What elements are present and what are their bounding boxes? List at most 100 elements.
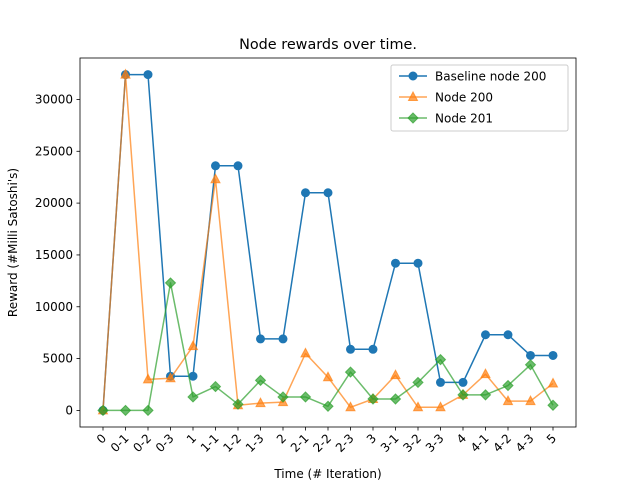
y-tick-label: 5000 <box>42 352 73 366</box>
data-point <box>120 68 131 79</box>
data-point <box>435 401 446 412</box>
data-point <box>322 371 334 382</box>
data-point <box>391 258 400 268</box>
data-point <box>480 368 491 379</box>
data-point <box>346 344 355 354</box>
x-tick-label: 2 <box>274 431 289 446</box>
data-point <box>142 373 154 384</box>
y-tick-label: 20000 <box>35 196 73 210</box>
data-point <box>211 161 220 171</box>
data-point <box>233 161 243 171</box>
data-point <box>299 391 312 403</box>
data-point <box>210 173 221 184</box>
data-point <box>322 400 334 412</box>
x-tick-label: 4-2 <box>490 431 514 455</box>
legend-label: Baseline node 200 <box>435 70 546 84</box>
legend-label: Node 200 <box>435 91 493 105</box>
data-point <box>187 391 199 403</box>
legend-marker <box>407 112 419 124</box>
data-point <box>368 344 378 354</box>
data-point <box>413 258 423 268</box>
x-tick-label: 3-3 <box>423 431 447 455</box>
data-point <box>390 369 401 380</box>
data-point <box>301 188 310 198</box>
chart-title: Node rewards over time. <box>239 37 417 53</box>
data-point <box>412 401 424 412</box>
x-tick-label: 1 <box>184 431 199 446</box>
data-point <box>344 366 357 378</box>
x-tick-label: 2-2 <box>310 431 334 455</box>
x-tick-label: 4-3 <box>513 431 537 455</box>
legend-marker <box>407 90 419 101</box>
y-tick-label: 10000 <box>35 300 73 314</box>
x-tick-label: 1-2 <box>220 431 244 455</box>
data-point <box>458 377 468 387</box>
x-tick-label: 0-3 <box>153 431 177 455</box>
y-tick-label: 0 <box>65 403 73 417</box>
data-point <box>502 395 514 406</box>
data-point <box>143 70 153 80</box>
data-point <box>345 401 356 412</box>
x-tick-label: 3 <box>364 431 379 446</box>
legend: Baseline node 200 Node 200 Node 201 <box>390 64 569 132</box>
data-point <box>367 393 379 405</box>
data-point <box>526 350 535 360</box>
legend-item: Node 200 <box>399 91 493 105</box>
x-tick-label: 4-1 <box>468 431 492 455</box>
x-tick-label: 2-1 <box>288 431 312 455</box>
x-axis-label: Time (# Iteration) <box>273 467 381 480</box>
legend-box <box>390 64 569 132</box>
legend-item: Node 201 <box>399 112 493 126</box>
legend-item: Baseline node 200 <box>399 70 546 84</box>
data-point <box>277 391 289 403</box>
y-tick-label: 25000 <box>35 144 73 158</box>
data-point <box>97 404 109 417</box>
x-tick-label: 3-1 <box>378 431 402 455</box>
legend-label: Node 201 <box>435 112 493 126</box>
x-tick-label: 3-2 <box>400 431 424 455</box>
data-point <box>142 404 154 417</box>
x-tick-label: 2-3 <box>333 431 357 455</box>
x-tick-label: 0-1 <box>108 431 132 455</box>
data-point <box>165 372 176 383</box>
data-point <box>525 395 536 406</box>
data-point <box>300 347 311 358</box>
y-tick-label: 15000 <box>35 248 73 262</box>
data-point <box>524 359 537 371</box>
data-point <box>547 399 559 411</box>
x-tick-label: 5 <box>544 431 559 446</box>
data-point <box>547 377 559 388</box>
data-point <box>548 350 558 360</box>
y-axis-label: Reward (#Milli Satoshi's) <box>6 168 20 317</box>
data-point <box>232 398 244 410</box>
x-tick-label: 0 <box>94 431 109 446</box>
y-axis: 0 5000 10000 15000 20000 25000 30000 <box>35 92 80 417</box>
data-point <box>256 334 265 344</box>
data-point <box>187 340 199 351</box>
data-point <box>209 380 222 393</box>
data-point <box>434 353 447 366</box>
data-point <box>119 404 132 417</box>
legend-marker <box>408 71 418 81</box>
data-point <box>503 330 513 340</box>
data-point <box>389 393 402 405</box>
series-layer <box>97 68 559 417</box>
data-point <box>278 334 288 344</box>
data-point <box>412 376 424 389</box>
data-point <box>254 374 267 387</box>
data-point <box>457 389 469 401</box>
data-point <box>479 389 492 401</box>
data-point <box>436 377 445 387</box>
x-tick-label: 1-3 <box>243 431 267 455</box>
y-tick-label: 30000 <box>35 92 73 106</box>
data-point <box>323 188 333 198</box>
data-point <box>164 277 177 289</box>
x-tick-label: 1-1 <box>198 431 222 455</box>
data-point <box>481 330 490 340</box>
plot-frame <box>79 57 577 428</box>
series-3 <box>97 277 559 417</box>
x-tick-label: 0-2 <box>130 431 154 455</box>
data-point <box>502 379 514 392</box>
x-axis: 00-10-20-3 11-11-21-3 22-12-22-3 33-13-23-3… <box>94 427 559 455</box>
